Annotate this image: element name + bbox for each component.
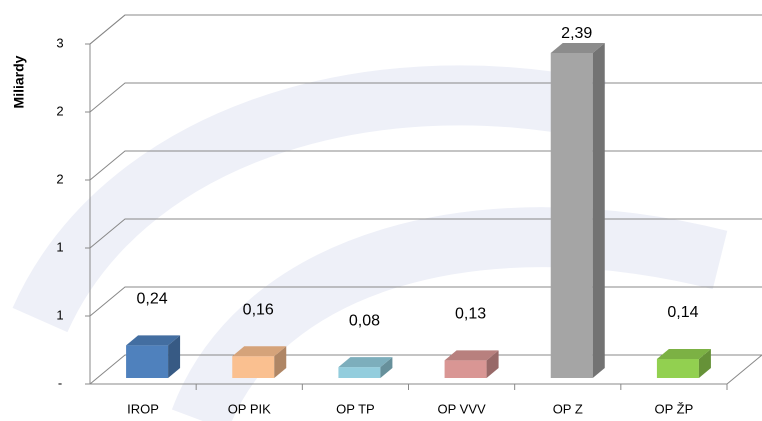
x-tick-label: IROP [127,401,159,416]
y-tick-label: 1 [56,239,63,254]
y-tick-label: 1 [56,307,63,322]
x-tick-label: OP PIK [228,401,271,416]
value-label: 0,13 [455,306,486,323]
bar [232,356,274,378]
y-tick-label: 3 [56,35,63,50]
value-label: 0,24 [137,291,168,308]
value-label: 0,14 [667,304,698,321]
y-tick-label: - [58,375,62,390]
bar-side [593,43,605,378]
watermark-arc [200,237,720,420]
bar [338,367,380,378]
y-axis-title: Miliardy [11,55,27,108]
bar [657,359,699,378]
bar [445,360,487,378]
bar [126,345,168,378]
x-tick-label: OP ŽP [655,401,694,416]
value-label: 2,39 [561,25,592,42]
grid-line [90,287,762,316]
value-label: 0,08 [349,312,380,329]
chart: Miliardy - 1 1 2 2 3 IROP 0,24 OP PIK 0,16 OP TP 0,… [0,0,762,421]
grid-line [90,15,762,44]
value-label: 0,16 [243,301,274,318]
bar [551,53,593,378]
x-tick-label: OP VVV [437,401,486,416]
y-tick-label: 2 [56,171,63,186]
y-tick-label: 2 [56,103,63,118]
x-tick-label: OP TP [336,401,375,416]
x-tick-label: OP Z [553,401,583,416]
